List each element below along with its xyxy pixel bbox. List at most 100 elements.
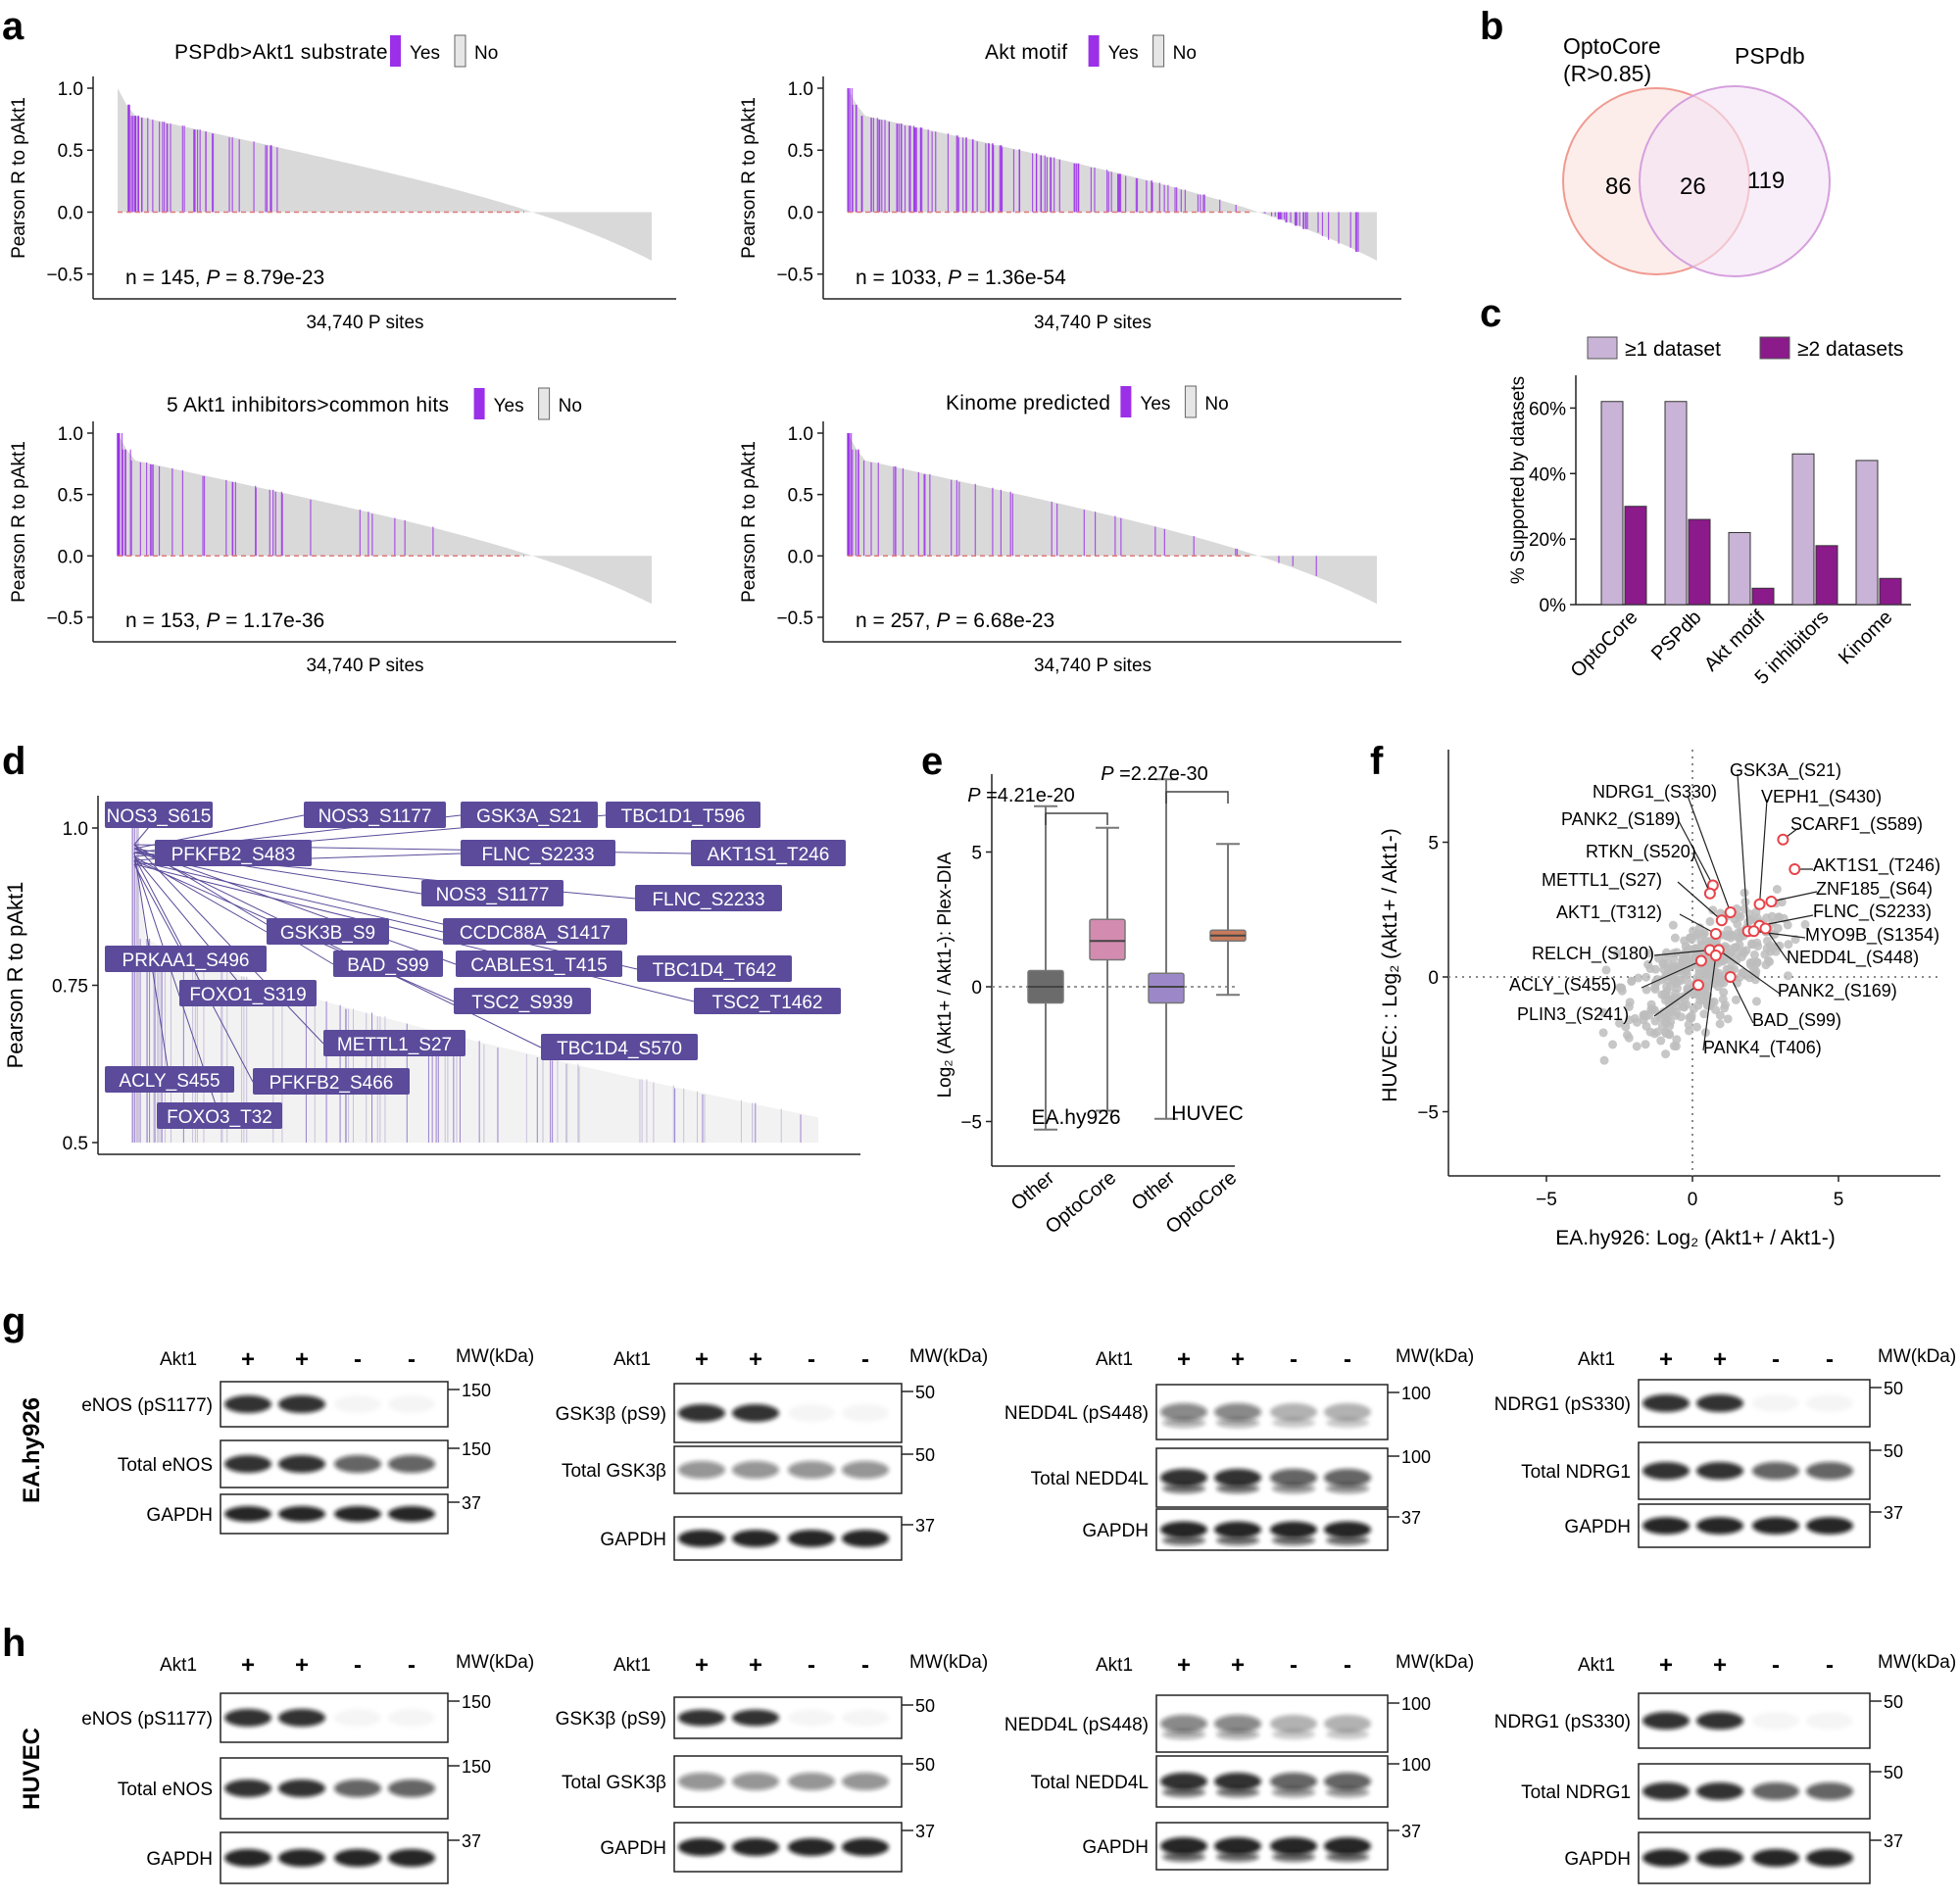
blot-row-label: Total GSK3β (562, 1461, 666, 1482)
point-label: VEPH1_(S430) (1761, 787, 1882, 807)
blot-band (334, 1709, 381, 1727)
x-tick-label: −5 (1536, 1190, 1557, 1210)
point-label: NEDD4L_(S448) (1787, 948, 1919, 968)
mw-value: 100 (1401, 1755, 1431, 1775)
blot-band (1326, 1852, 1369, 1862)
blot-band (1326, 1730, 1369, 1739)
y-axis-label: Pearson R to pAkt1 (9, 97, 29, 259)
lane-sign: + (295, 1346, 309, 1373)
y-tick-label: 1.0 (63, 819, 88, 840)
point-label: NDRG1_(S330) (1592, 782, 1717, 803)
site-label-box (179, 980, 317, 1006)
waterfall-area (848, 433, 1377, 605)
mw-value: 100 (1401, 1384, 1431, 1403)
mw-value: 150 (462, 1381, 491, 1400)
blot-band (1752, 1394, 1799, 1412)
blot-band (1270, 1403, 1317, 1421)
scatter-point (1661, 948, 1671, 957)
y-tick-label: 0.5 (58, 486, 83, 507)
blot-band (388, 1849, 435, 1867)
blot-row-label: Total NEDD4L (1031, 1773, 1149, 1793)
stat-annotation: n = 145, P = 8.79e-23 (125, 267, 324, 289)
blot-band (1752, 1712, 1799, 1730)
point-label: AKT1S1_(T246) (1813, 855, 1940, 876)
mw-value: 50 (915, 1755, 935, 1775)
y-tick-label: −0.5 (46, 266, 83, 286)
point-label: PANK2_(S169) (1778, 981, 1897, 1001)
site-label: FOXO1_S319 (189, 985, 306, 1005)
scatter-point (1668, 920, 1678, 930)
lane-sign: - (1826, 1346, 1834, 1373)
bar-ge2-1 (1688, 518, 1711, 606)
site-label-box (267, 918, 389, 945)
blot-row-label: NDRG1 (pS330) (1494, 1712, 1631, 1732)
blot-row-label: NDRG1 (pS330) (1494, 1394, 1631, 1415)
blot-band (224, 1849, 271, 1867)
point-label: AKT1_(T312) (1556, 902, 1662, 923)
site-label: FLNC_S2233 (481, 845, 594, 865)
scatter-point (1652, 1027, 1662, 1037)
panel-c-bar-chart: 0% 20% 40% 60%% Supported by datasets OptoCo… (1508, 336, 1911, 689)
mw-value: 50 (1884, 1379, 1903, 1398)
blot-row-label: Total NEDD4L (1031, 1469, 1149, 1489)
label-leader-line (1678, 820, 1714, 886)
blot-band (1270, 1469, 1317, 1487)
blot-band (278, 1780, 325, 1797)
point-label: FLNC_(S2233) (1813, 902, 1932, 922)
waterfall-area (118, 433, 652, 605)
scatter-point (1639, 1011, 1648, 1021)
highlighted-point (1788, 863, 1801, 875)
scatter-point (1751, 966, 1761, 976)
blot-band (1216, 1418, 1259, 1428)
site-label-box (304, 802, 446, 828)
bar-ge1-0 (1600, 401, 1624, 606)
x-axis-label: 34,740 P sites (1034, 656, 1152, 676)
blot-band (1216, 1536, 1259, 1545)
blot-band (1162, 1418, 1205, 1428)
box-iqr-1 (1089, 918, 1126, 961)
legend-no-swatch (1184, 385, 1197, 418)
label-leader-line (133, 848, 542, 1049)
category-label: Kinome (1835, 607, 1897, 669)
legend-no-swatch (538, 387, 551, 420)
label-leader-line (1718, 950, 1781, 995)
lane-sign: + (1713, 1346, 1727, 1373)
blot-band (1326, 1787, 1369, 1797)
scatter-point (1681, 942, 1690, 951)
y-tick-label: 1.0 (788, 79, 813, 100)
site-label: PFKFB2_S483 (172, 845, 296, 865)
mw-value: 50 (915, 1445, 935, 1465)
lane-sign: + (241, 1652, 255, 1679)
scatter-point (1598, 1028, 1608, 1038)
scatter-point (1735, 940, 1744, 950)
blot-band (1160, 1469, 1207, 1487)
y-axis-label: Pearson R to pAkt1 (739, 97, 760, 259)
site-label-box (157, 1102, 282, 1129)
blot-row-label: Total eNOS (118, 1455, 213, 1476)
scatter-point (1762, 913, 1772, 923)
legend-ge1-label: ≥1 dataset (1625, 338, 1721, 361)
bar-ge1-1 (1664, 401, 1688, 606)
scatter-point (1723, 1014, 1733, 1024)
site-label-box (105, 802, 213, 828)
blot-band (842, 1709, 889, 1727)
panel-f-scatter: −5 0 5 5 0 −5 EA.hy926: Log₂ (Akt1+ / Akt1-) HU… (1379, 750, 1940, 1249)
blot-band (224, 1395, 271, 1413)
lane-sign: - (408, 1346, 416, 1373)
scatter-point (1773, 923, 1783, 933)
blot-band (1160, 1521, 1207, 1538)
blot-row-label: GAPDH (1082, 1837, 1149, 1858)
scatter-point (1614, 1018, 1624, 1028)
site-label: CABLES1_T415 (470, 955, 607, 976)
waterfall-chart-1: 1.0 0.5 0.0 −0.5 Pearson R to pAkt1 34,740 P … (9, 34, 676, 333)
site-label: PFKFB2_S466 (270, 1073, 394, 1094)
site-label-box (635, 885, 782, 911)
scatter-point (1705, 966, 1715, 976)
p-value-label: P =4.21e-20 (967, 785, 1075, 806)
lane-sign: + (1177, 1346, 1191, 1373)
scatter-point (1753, 942, 1763, 951)
mw-value: 37 (1884, 1503, 1903, 1523)
blot-band (1270, 1715, 1317, 1732)
scatter-point (1684, 1020, 1693, 1030)
legend-no-label: No (474, 43, 498, 64)
